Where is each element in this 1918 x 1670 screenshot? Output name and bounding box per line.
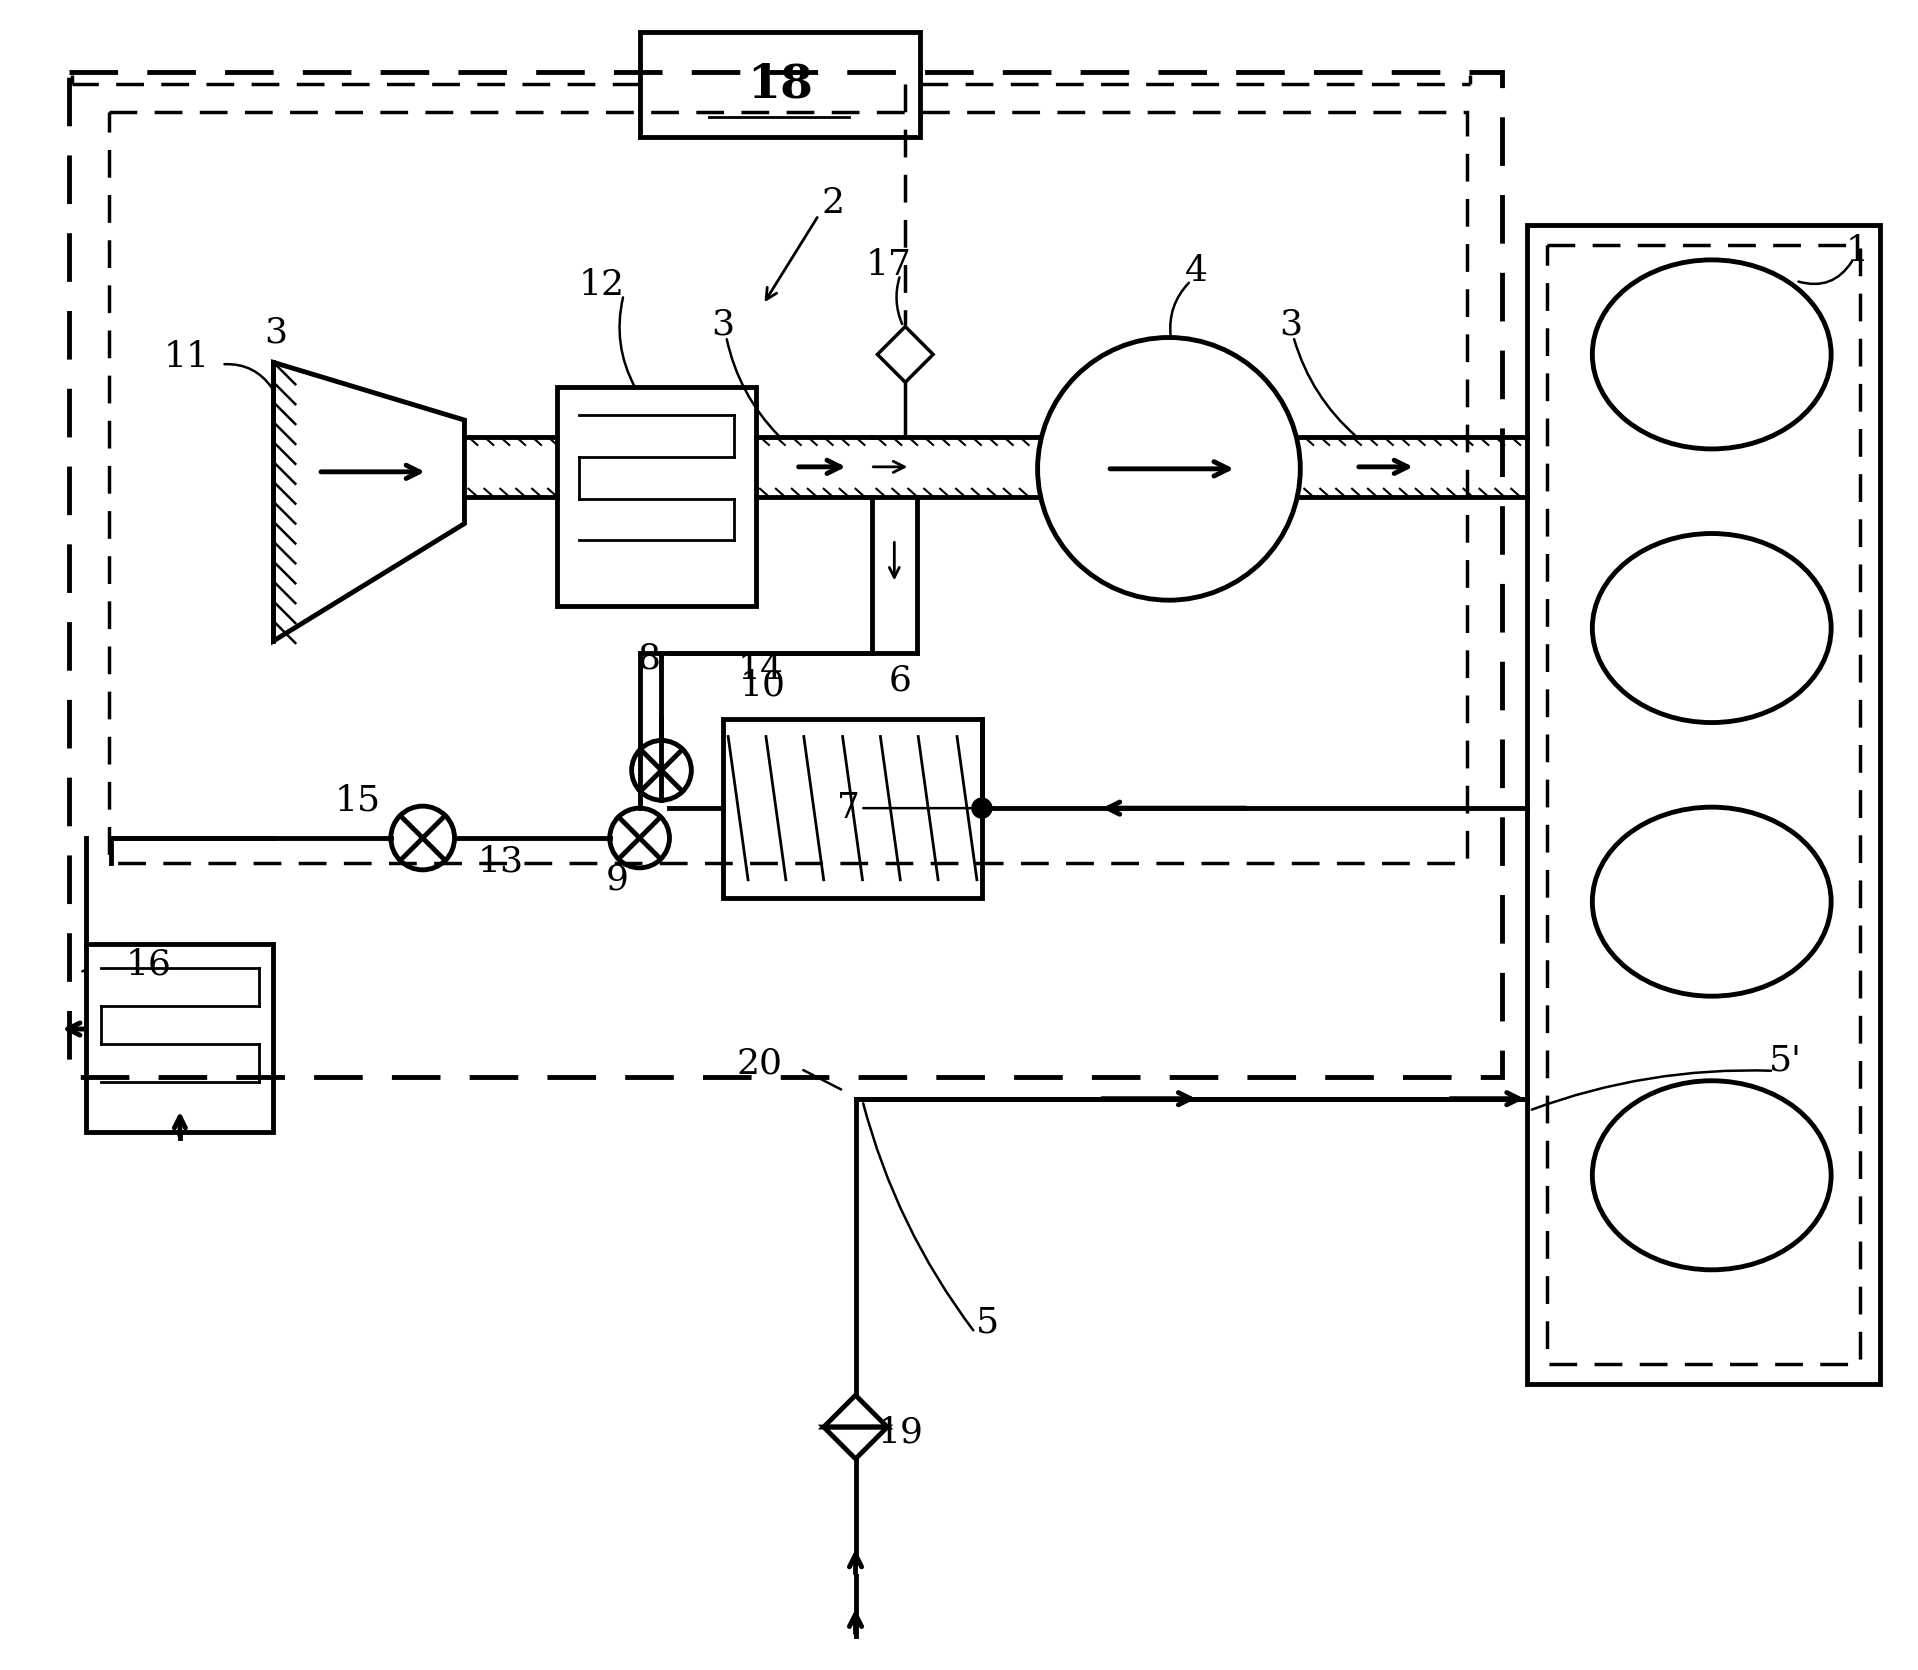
Text: 9: 9 [606,863,629,897]
Text: 5': 5' [1768,1044,1803,1077]
Text: 3: 3 [712,307,735,342]
Text: 16: 16 [127,947,173,982]
Text: 11: 11 [163,341,209,374]
Text: 4: 4 [1185,254,1208,287]
Text: 3: 3 [1279,307,1302,342]
Bar [1548,245,1860,1364]
Text: 8: 8 [639,641,662,676]
Bar [69,72,1502,1077]
Bar [639,32,921,137]
Text: 20: 20 [737,1047,783,1080]
Text: 3: 3 [265,316,288,349]
Text: 10: 10 [740,668,786,703]
Text: 6: 6 [888,663,911,698]
Text: 7: 7 [836,792,859,825]
Bar [86,945,274,1132]
Circle shape [972,798,992,818]
Bar [1527,225,1880,1384]
Text: 2: 2 [821,185,844,220]
Text: 1: 1 [1845,234,1868,267]
Bar [723,718,982,898]
Text: 19: 19 [877,1414,923,1450]
Text: 14: 14 [738,651,784,686]
Text: 17: 17 [865,247,911,282]
Bar [556,387,756,606]
Text: 13: 13 [478,845,524,878]
Text: 18: 18 [746,62,813,107]
Bar [109,112,1467,863]
Text: 5: 5 [976,1306,999,1339]
Text: 12: 12 [579,267,625,302]
Text: 15: 15 [336,783,382,817]
